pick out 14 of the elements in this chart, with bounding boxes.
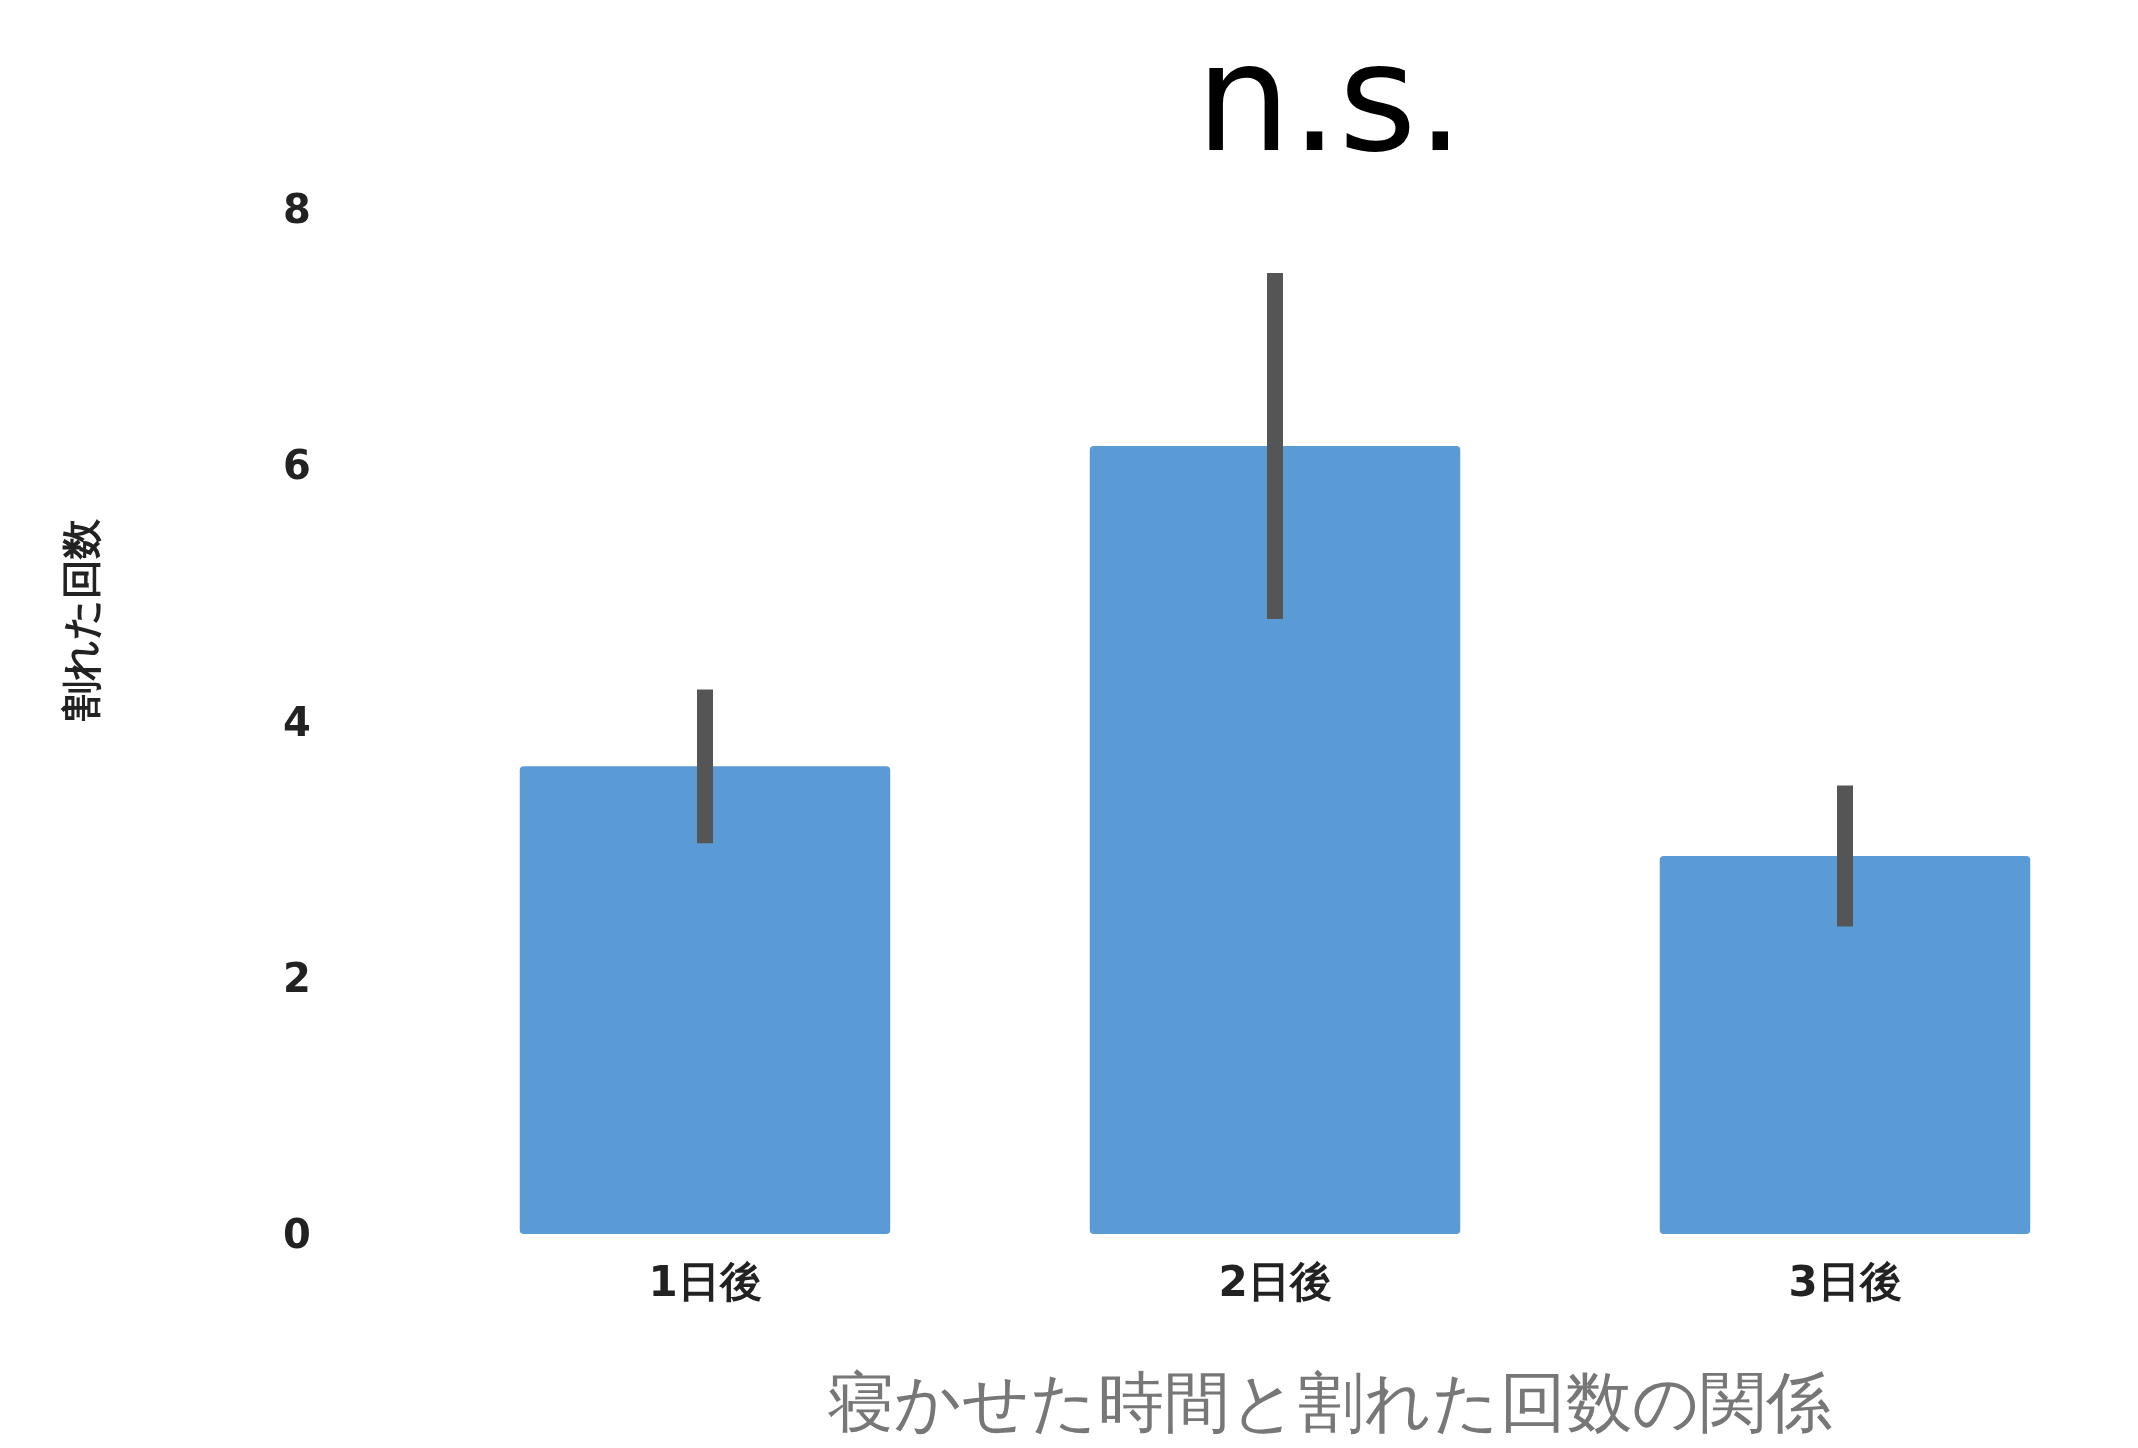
y-tick-label: 0 xyxy=(283,1211,311,1257)
x-tick-label: 1日後 xyxy=(648,1257,762,1306)
y-tick-label: 8 xyxy=(283,186,311,232)
bar xyxy=(519,766,891,1234)
y-tick-label: 6 xyxy=(283,442,311,489)
text: n.s. xyxy=(1195,11,1465,185)
x-tick-label: 2日後 xyxy=(1218,1257,1332,1306)
y-tick-label: 2 xyxy=(283,954,311,1001)
x-tick-label: 3日後 xyxy=(1788,1257,1902,1306)
x-axis-title: 寝かせた時間と割れた回数の関係 xyxy=(828,1364,1832,1441)
bar xyxy=(1659,856,2031,1234)
y-tick-label: 4 xyxy=(283,698,311,745)
bar xyxy=(1089,446,1461,1234)
y-axis-title: 割れた回数 xyxy=(58,518,104,721)
